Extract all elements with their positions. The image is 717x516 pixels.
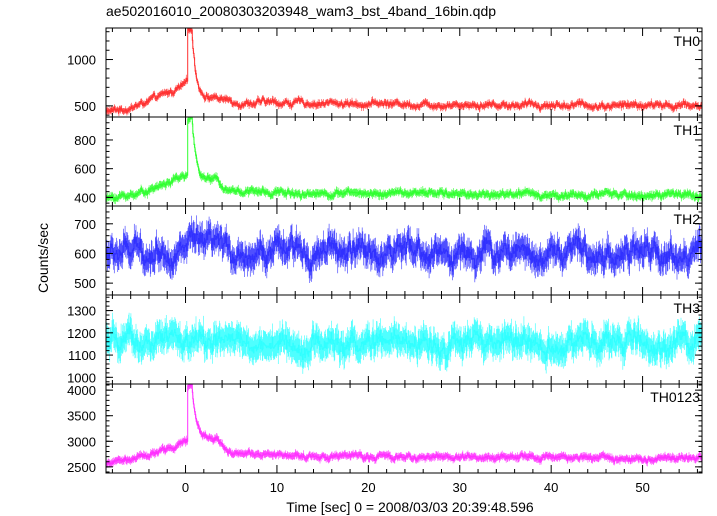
errorbars-th2: [105, 215, 702, 283]
y-tick-label: 1200: [67, 326, 96, 341]
x-tick-label: 0: [182, 480, 189, 495]
y-tick-label: 800: [74, 133, 96, 148]
chart-title: ae502016010_20080303203948_wam3_bst_4ban…: [106, 3, 496, 19]
y-tick-label: 1000: [67, 53, 96, 68]
errorbars-th1: [105, 117, 702, 205]
x-tick-label: 10: [270, 480, 284, 495]
y-tick-label: 1100: [68, 348, 96, 363]
panel-th0: 500 1000 TH0: [67, 27, 703, 118]
x-tick-label: 40: [544, 480, 558, 495]
y-tick-label: 700: [74, 217, 96, 232]
y-tick-label: 1300: [67, 304, 96, 319]
y-tick-label: 600: [74, 246, 96, 261]
panel-frame-th0123: [105, 383, 703, 474]
y-tick-label: 500: [74, 276, 96, 291]
y-tick-label: 1000: [67, 370, 96, 385]
y-axis-label: Counts/sec: [35, 223, 51, 293]
panel-th0123: 2500 3000 3500 4000 TH0123: [67, 383, 703, 475]
y-tick-label: 600: [74, 162, 96, 177]
y-tick-label: 3000: [67, 434, 96, 449]
panel-label-th3: TH3: [674, 300, 701, 316]
series-line-th1: [106, 116, 702, 202]
x-tick-label: 50: [635, 480, 649, 495]
y-tick-label: 2500: [67, 460, 96, 475]
panel-th2: 500 600 700 TH2: [74, 205, 703, 296]
errorbars-th0123: [105, 384, 702, 468]
panel-label-th1: TH1: [674, 122, 701, 138]
series-line-th2: [106, 227, 702, 272]
x-tick-label: 20: [361, 480, 375, 495]
x-axis-label: Time [sec] 0 = 2008/03/03 20:39:48.596: [286, 499, 534, 515]
series-line-th0: [106, 27, 702, 114]
y-tick-label: 500: [74, 99, 96, 114]
panel-label-th0123: TH0123: [650, 389, 700, 405]
y-tick-label: 3500: [67, 409, 96, 424]
panel-th3: 1000 1100 1200 1300 TH3: [67, 294, 703, 385]
y-tick-label: 4000: [67, 383, 96, 398]
y-tick-label: 400: [74, 190, 96, 205]
panel-label-th2: TH2: [674, 211, 701, 227]
series-line-th0123: [106, 383, 702, 465]
series-line-th3: [106, 325, 702, 361]
panel-th1: 400 600 800 TH1: [74, 116, 703, 207]
panel-label-th0: TH0: [674, 33, 701, 49]
x-tick-label: 30: [453, 480, 467, 495]
